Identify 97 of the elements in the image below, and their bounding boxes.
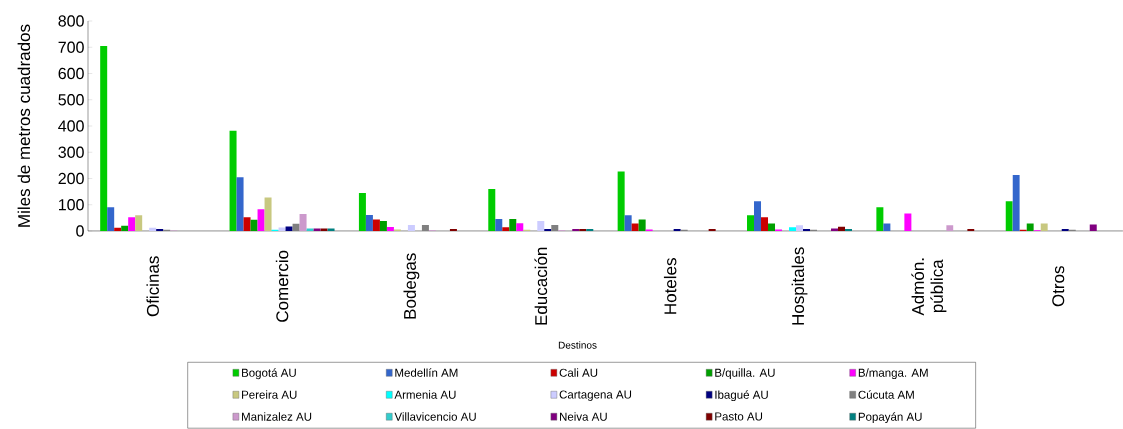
legend-label: Popayán AU (858, 412, 922, 424)
legend-label: Armenia AU (394, 390, 456, 399)
x-tick-label: Otros (1052, 266, 1065, 307)
bar (114, 227, 122, 231)
bar (379, 221, 387, 231)
legend-label: Ibagué AU (715, 390, 768, 402)
bar (250, 219, 258, 231)
bar (107, 207, 115, 231)
bar (327, 228, 335, 231)
legend-label: Medellín AM (395, 368, 458, 377)
bar (516, 223, 524, 231)
bar (1040, 223, 1048, 231)
bar (747, 215, 755, 231)
bar (149, 227, 157, 231)
x-tick-label: Admón. pública (911, 258, 947, 316)
x-tick-label: Educación (534, 247, 548, 325)
bar (365, 214, 373, 231)
bar (313, 228, 321, 231)
bar (135, 215, 143, 231)
bar (502, 227, 510, 231)
bar (831, 228, 839, 231)
bar (754, 201, 762, 231)
bar (121, 225, 129, 231)
y-tick-label: 200 (58, 172, 84, 185)
y-tick-label: 300 (58, 146, 84, 158)
bar (264, 197, 272, 231)
bar (572, 228, 580, 231)
bar (544, 228, 552, 231)
bar (789, 227, 797, 231)
bar (358, 192, 366, 231)
bar (243, 217, 251, 231)
bar (1026, 223, 1034, 231)
legend-label: Cartagena AU (559, 390, 632, 401)
bar (100, 45, 108, 231)
x-tick-label: Comercio (275, 250, 289, 322)
legend-label: B/manga. AM (858, 368, 928, 380)
bar (768, 223, 776, 231)
legend-label: Neiva AU (560, 412, 607, 421)
bar (292, 223, 300, 231)
legend-label: Manizalez AU (242, 412, 312, 421)
y-tick-label: 100 (59, 199, 84, 211)
y-tick-label: 800 (58, 15, 84, 27)
legend-label: Pasto AU (715, 412, 763, 421)
bar (586, 228, 594, 231)
bar (407, 224, 415, 231)
y-tick-label: 400 (58, 120, 84, 132)
y-tick-label: 500 (58, 94, 84, 106)
bar (967, 228, 975, 231)
y-tick-label: 600 (58, 67, 84, 80)
bar (229, 130, 237, 231)
bar (509, 218, 517, 231)
bar (946, 225, 954, 231)
bar (386, 227, 394, 231)
bar (876, 207, 884, 231)
bar (236, 177, 244, 231)
bar (579, 228, 587, 231)
legend-label: Cali AU (559, 368, 598, 377)
legend-label: Cúcuta AM (858, 390, 914, 399)
bar (803, 228, 811, 231)
bar (1089, 224, 1097, 231)
bar (838, 226, 846, 231)
bar (495, 218, 503, 231)
y-tick-label: 0 (76, 225, 84, 237)
bar (156, 228, 164, 231)
bar (708, 228, 716, 231)
bar (796, 225, 804, 231)
bar (488, 189, 496, 231)
bar (537, 221, 545, 231)
bar (624, 215, 632, 231)
bar (904, 213, 912, 231)
x-tick-label: Oficinas (146, 256, 159, 317)
bar (299, 213, 307, 231)
x-tick-label: Hoteles (663, 258, 677, 314)
bar (638, 219, 646, 231)
bar (551, 224, 559, 231)
x-axis-title: Destinos (558, 341, 597, 349)
bar (128, 217, 136, 231)
bar (673, 228, 681, 231)
y-axis-title: Miles de metros cuadrados (17, 24, 31, 227)
bar (845, 228, 853, 231)
bar (257, 209, 265, 231)
legend-label: B/quilla. AU (715, 368, 775, 380)
x-tick-label: Bodegas (403, 253, 420, 319)
bar (320, 228, 328, 231)
y-tick-label: 700 (58, 41, 84, 53)
bar (883, 223, 891, 231)
legend-label: Pereira AU (242, 390, 297, 399)
bar (617, 171, 625, 231)
bar (449, 228, 457, 231)
legend-label: Villavicencio AU (394, 412, 476, 421)
bar (285, 226, 293, 231)
bar (631, 223, 639, 231)
x-tick-label: Hospitales (791, 247, 808, 325)
legend-label: Bogotá AU (242, 368, 296, 380)
bar (306, 228, 314, 231)
bar (761, 217, 769, 231)
bar (372, 219, 380, 231)
